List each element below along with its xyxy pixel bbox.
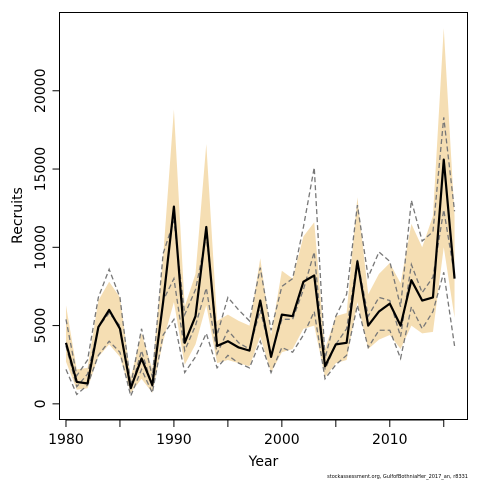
y-tick-label-20000: 20000 bbox=[33, 68, 49, 113]
y-axis-title: Recruits bbox=[10, 187, 26, 244]
y-tick-label-10000: 10000 bbox=[33, 225, 49, 270]
dashed-lower-line bbox=[65, 272, 456, 399]
axes-layer: 1980 1990 2000 2010 0 5000 10000 15000 20000 bbox=[33, 68, 445, 448]
series-line-layer bbox=[64, 117, 456, 399]
x-tick-label-2010: 2010 bbox=[372, 432, 408, 448]
confidence-band-layer bbox=[65, 28, 455, 393]
dashed-mid-line bbox=[65, 209, 456, 390]
estimate-line bbox=[64, 158, 456, 390]
x-tick-label-2000: 2000 bbox=[264, 432, 300, 448]
x-axis-title: Year bbox=[248, 454, 279, 470]
y-tick-label-15000: 15000 bbox=[33, 147, 49, 192]
x-tick-label-1980: 1980 bbox=[48, 432, 84, 448]
y-tick-label-5000: 5000 bbox=[33, 308, 49, 344]
x-tick-label-1990: 1990 bbox=[156, 432, 192, 448]
credit-text: stockassessment.org, GulfofBothniaHer_20… bbox=[327, 474, 468, 480]
confidence-band bbox=[65, 28, 455, 393]
y-tick-label-0: 0 bbox=[33, 399, 49, 408]
